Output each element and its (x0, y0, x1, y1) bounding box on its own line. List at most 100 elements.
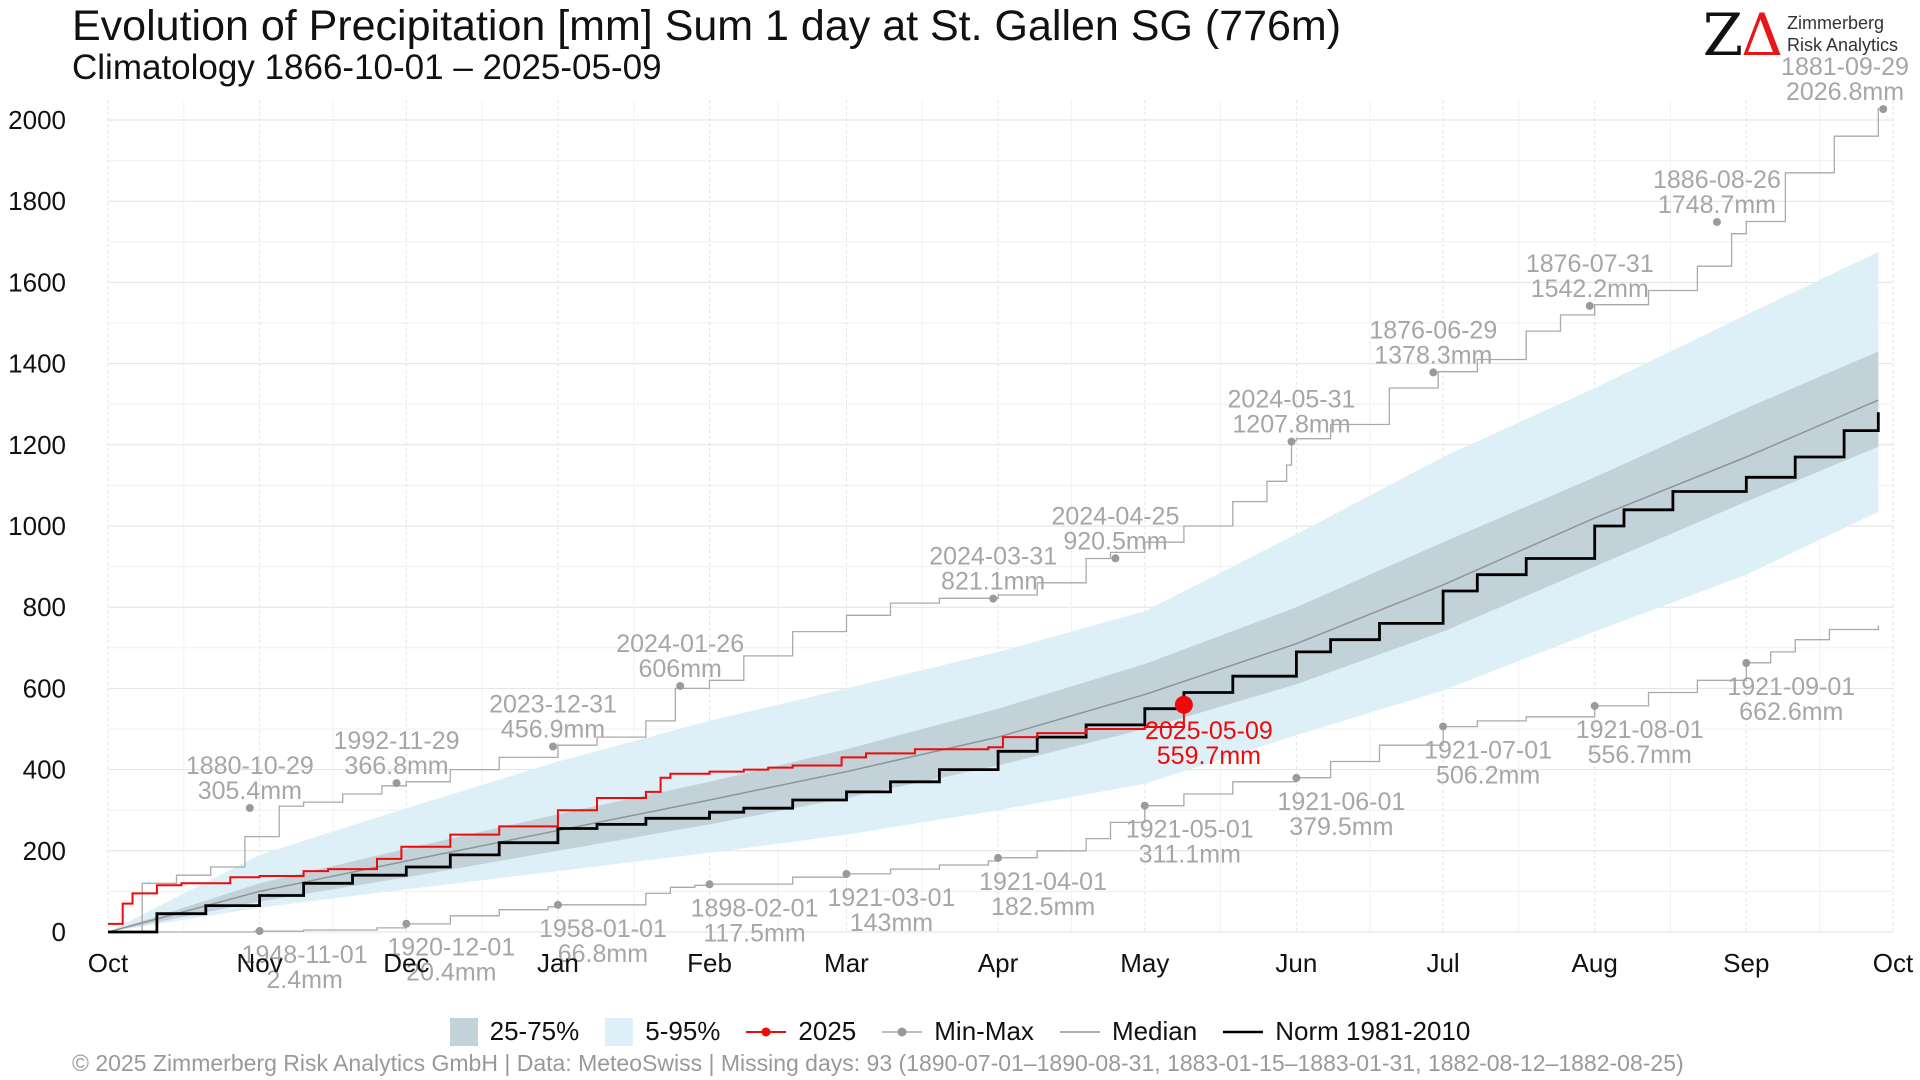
max-point-date-label: 2024-05-31 (1228, 386, 1356, 414)
legend-item-2025: 2025 (746, 1016, 856, 1047)
legend-label-2025: 2025 (798, 1016, 857, 1046)
logo-text: Zimmerberg Risk Analytics (1787, 13, 1898, 56)
legend-label-5-95: 5-95% (645, 1016, 721, 1046)
max-point (245, 804, 254, 813)
median-line (107, 399, 1879, 933)
max-point-value-label: 2026.8mm (1786, 78, 1904, 106)
x-tick-label: Feb (687, 948, 732, 978)
min-point-date-label: 1921-09-01 (1727, 673, 1855, 701)
y-tick-label: 1200 (8, 430, 66, 460)
min-point-value-label: 506.2mm (1436, 761, 1540, 789)
y-tick-label: 1000 (8, 511, 66, 541)
min-point-date-label: 1921-07-01 (1424, 736, 1552, 764)
max-point (392, 779, 401, 788)
max-point-value-label: 1207.8mm (1232, 411, 1350, 439)
legend-label-median: Median (1111, 1016, 1198, 1046)
max-point-date-label: 2024-03-31 (929, 543, 1057, 571)
max-series-line (108, 107, 1879, 933)
y-tick-label: 1800 (8, 186, 66, 216)
min-point (842, 869, 851, 878)
min-point-date-label: 1958-01-01 (539, 915, 667, 943)
x-tick-label: Jan (537, 948, 579, 978)
x-tick-label: Oct (1873, 948, 1914, 978)
max-point-date-label: 1876-06-29 (1369, 316, 1497, 344)
max-point-date-label: 2023-12-31 (489, 690, 617, 718)
min-point (255, 927, 264, 936)
max-point-value-label: 606mm (638, 655, 721, 683)
max-point-value-label: 1748.7mm (1658, 191, 1776, 219)
legend-swatch-median (1059, 1030, 1100, 1033)
max-point (1585, 301, 1594, 310)
series-2025-line (108, 704, 1185, 925)
min-point-date-label: 1898-02-01 (691, 894, 819, 922)
min-point-value-label: 66.8mm (558, 940, 648, 968)
max-point-date-label: 2024-01-26 (616, 630, 744, 658)
logo-line-1: Zimmerberg (1786, 13, 1884, 34)
chart-subtitle: Climatology 1866-10-01 – 2025-05-09 (72, 48, 662, 87)
x-tick-label: Aug (1572, 948, 1618, 978)
max-point (989, 594, 998, 603)
legend-item-min-max: Min-Max (882, 1016, 1034, 1047)
legend-item-median: Median (1059, 1016, 1198, 1047)
min-point-date-label: 1921-06-01 (1277, 788, 1405, 816)
norm-line (108, 412, 1880, 934)
x-tick-label: Sep (1723, 948, 1769, 978)
min-point-value-label: 379.5mm (1289, 813, 1393, 841)
current-point (1174, 695, 1193, 714)
max-point-date-label: 1881-09-29 (1781, 53, 1909, 81)
max-point-value-label: 1378.3mm (1374, 341, 1492, 369)
max-point (676, 681, 685, 690)
max-point-date-label: 1886-08-26 (1653, 166, 1781, 194)
min-point-date-label: 1948-11-01 (242, 941, 368, 969)
current-point-date-label: 2025-05-09 (1145, 717, 1273, 745)
y-tick-label: 0 (52, 917, 66, 947)
max-point-date-label: 1876-07-31 (1526, 250, 1654, 278)
x-tick-label: Dec (383, 948, 429, 978)
min-point-value-label: 556.7mm (1588, 741, 1692, 769)
min-point (553, 900, 562, 909)
legend-swatch-2025 (746, 1027, 787, 1036)
y-tick-label: 600 (23, 673, 66, 703)
max-point-value-label: 920.5mm (1063, 527, 1167, 555)
min-point-value-label: 311.1mm (1139, 841, 1241, 869)
min-point (1590, 701, 1599, 710)
min-point-value-label: 2.4mm (266, 966, 342, 994)
y-tick-label: 1600 (8, 267, 66, 297)
legend-swatch-25-75 (449, 1017, 478, 1046)
min-point-date-label: 1921-08-01 (1576, 716, 1704, 744)
min-point-value-label: 182.5mm (991, 893, 1095, 921)
min-point-value-label: 117.5mm (703, 919, 805, 947)
legend-label-min-max: Min-Max (934, 1016, 1034, 1046)
max-point-date-label: 2024-04-25 (1051, 502, 1179, 530)
legend-swatch-norm (1223, 1030, 1264, 1033)
max-point (1879, 105, 1888, 114)
max-point (1111, 554, 1120, 563)
max-point-date-label: 1992-11-29 (334, 727, 460, 755)
max-point (1429, 368, 1438, 377)
min-point-date-label: 1920-12-01 (387, 934, 515, 962)
min-point (1439, 722, 1448, 731)
legend-item-5-95: 5-95% (605, 1016, 720, 1047)
current-point-value-label: 559.7mm (1157, 742, 1261, 770)
logo-mark: ZΔ (1702, 1, 1783, 69)
min-point-date-label: 1921-03-01 (828, 884, 956, 912)
x-tick-label: Oct (88, 948, 129, 978)
min-point (994, 853, 1003, 862)
x-tick-label: May (1120, 948, 1169, 978)
max-point (1712, 218, 1721, 227)
y-tick-label: 800 (23, 592, 66, 622)
legend-item-25-75: 25-75% (449, 1016, 579, 1047)
company-logo: ZΔ Zimmerberg Risk Analytics (1703, 6, 1898, 64)
x-tick-label: Jul (1426, 948, 1459, 978)
min-point-value-label: 662.6mm (1739, 698, 1843, 726)
x-tick-label: Mar (824, 948, 869, 978)
max-point-value-label: 821.1mm (941, 568, 1045, 596)
min-point-value-label: 20.4mm (406, 959, 496, 987)
min-point (402, 919, 411, 928)
chart-title: Evolution of Precipitation [mm] Sum 1 da… (72, 2, 1342, 50)
min-point (705, 880, 714, 889)
chart-legend: 25-75% 5-95% 2025 Min-Max Median Norm 19… (0, 1016, 1920, 1047)
max-point-date-label: 1880-10-29 (186, 752, 314, 780)
min-point-date-label: 1921-05-01 (1126, 816, 1254, 844)
